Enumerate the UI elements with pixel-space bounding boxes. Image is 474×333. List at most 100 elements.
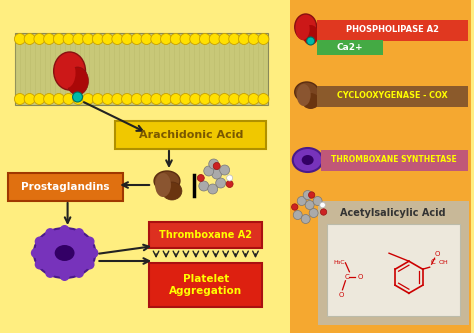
- Text: Platelet
Aggregation: Platelet Aggregation: [169, 274, 242, 296]
- Circle shape: [74, 228, 84, 238]
- Circle shape: [63, 34, 74, 45]
- Circle shape: [63, 94, 74, 105]
- Circle shape: [307, 37, 315, 45]
- Circle shape: [102, 34, 113, 45]
- Text: OH: OH: [438, 260, 448, 265]
- Circle shape: [209, 94, 220, 105]
- FancyBboxPatch shape: [320, 150, 468, 171]
- FancyBboxPatch shape: [149, 263, 263, 307]
- Circle shape: [24, 94, 35, 105]
- Circle shape: [219, 34, 230, 45]
- Circle shape: [34, 94, 45, 105]
- FancyBboxPatch shape: [115, 121, 266, 149]
- Circle shape: [204, 166, 214, 176]
- Circle shape: [102, 94, 113, 105]
- Circle shape: [293, 210, 302, 219]
- Circle shape: [199, 181, 209, 191]
- Circle shape: [161, 94, 172, 105]
- Circle shape: [238, 34, 249, 45]
- Circle shape: [121, 34, 133, 45]
- Circle shape: [121, 94, 133, 105]
- Ellipse shape: [302, 155, 314, 165]
- Circle shape: [209, 159, 219, 169]
- Text: CYCLOOXYGENASE - COX: CYCLOOXYGENASE - COX: [337, 92, 447, 101]
- Ellipse shape: [155, 173, 171, 197]
- Circle shape: [320, 209, 327, 215]
- Ellipse shape: [295, 14, 317, 40]
- Circle shape: [73, 94, 84, 105]
- Circle shape: [292, 204, 298, 210]
- Circle shape: [14, 94, 25, 105]
- Circle shape: [226, 180, 233, 187]
- Circle shape: [151, 94, 162, 105]
- FancyBboxPatch shape: [15, 33, 268, 105]
- Ellipse shape: [55, 245, 74, 261]
- Ellipse shape: [296, 18, 310, 40]
- Text: O: O: [357, 274, 363, 280]
- Circle shape: [74, 268, 84, 278]
- Circle shape: [305, 200, 314, 209]
- Text: Ca2+: Ca2+: [336, 44, 363, 53]
- Ellipse shape: [58, 58, 75, 88]
- Circle shape: [313, 196, 322, 205]
- FancyBboxPatch shape: [290, 0, 471, 333]
- Circle shape: [84, 236, 94, 246]
- FancyBboxPatch shape: [149, 222, 263, 248]
- Circle shape: [73, 34, 84, 45]
- Circle shape: [258, 34, 269, 45]
- Circle shape: [112, 34, 123, 45]
- Circle shape: [44, 34, 55, 45]
- Circle shape: [320, 202, 325, 208]
- Circle shape: [170, 94, 181, 105]
- Text: Prostaglandins: Prostaglandins: [21, 182, 110, 192]
- Circle shape: [238, 94, 249, 105]
- Circle shape: [44, 94, 55, 105]
- Circle shape: [208, 184, 218, 194]
- Circle shape: [180, 34, 191, 45]
- Circle shape: [301, 214, 310, 223]
- Circle shape: [213, 163, 220, 169]
- Circle shape: [227, 175, 233, 181]
- Ellipse shape: [302, 93, 319, 109]
- Text: Arachidonic Acid: Arachidonic Acid: [139, 130, 243, 140]
- FancyBboxPatch shape: [318, 201, 469, 325]
- Circle shape: [170, 34, 181, 45]
- Text: C: C: [430, 259, 436, 265]
- Circle shape: [219, 94, 230, 105]
- Circle shape: [73, 92, 82, 102]
- Circle shape: [92, 94, 103, 105]
- Circle shape: [229, 94, 240, 105]
- FancyBboxPatch shape: [0, 0, 290, 333]
- Circle shape: [180, 94, 191, 105]
- Circle shape: [54, 34, 64, 45]
- Ellipse shape: [295, 82, 319, 102]
- Circle shape: [200, 94, 210, 105]
- Circle shape: [82, 94, 93, 105]
- Circle shape: [45, 268, 55, 278]
- Ellipse shape: [154, 171, 180, 191]
- Circle shape: [216, 178, 226, 188]
- Ellipse shape: [54, 52, 85, 90]
- Text: O: O: [339, 292, 344, 298]
- Circle shape: [31, 248, 41, 258]
- Ellipse shape: [293, 148, 323, 172]
- Circle shape: [297, 196, 306, 205]
- FancyBboxPatch shape: [317, 40, 383, 55]
- Ellipse shape: [162, 182, 182, 200]
- Circle shape: [60, 271, 70, 281]
- Circle shape: [35, 259, 45, 269]
- Circle shape: [84, 259, 94, 269]
- FancyBboxPatch shape: [8, 173, 123, 201]
- Circle shape: [24, 34, 35, 45]
- Circle shape: [131, 34, 142, 45]
- Circle shape: [309, 208, 318, 217]
- Circle shape: [131, 94, 142, 105]
- Circle shape: [60, 225, 70, 235]
- Circle shape: [54, 94, 64, 105]
- Circle shape: [141, 94, 152, 105]
- Circle shape: [34, 34, 45, 45]
- Circle shape: [112, 94, 123, 105]
- Circle shape: [35, 236, 45, 246]
- FancyBboxPatch shape: [327, 224, 460, 316]
- Circle shape: [309, 192, 315, 198]
